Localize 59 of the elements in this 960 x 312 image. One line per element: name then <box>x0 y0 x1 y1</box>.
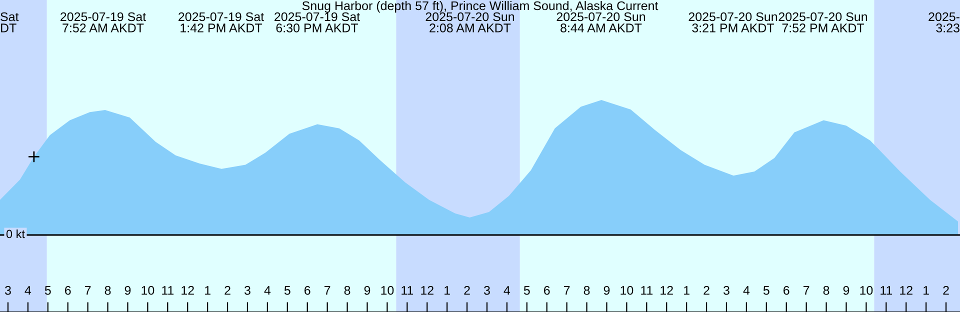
text: 2025-07-20 Sun 7:52 PM AKDT <box>778 12 868 32</box>
x-tick-label: 5 <box>44 286 51 295</box>
x-tick-label: 11 <box>402 286 414 295</box>
x-tick-label: 11 <box>880 286 892 295</box>
x-tick-label: 2 <box>943 286 949 295</box>
text: 2025-07-20 Sun 3:21 PM AKDT <box>688 12 778 32</box>
x-tick-label: 11 <box>162 286 174 295</box>
x-tick-label: 12 <box>421 286 434 295</box>
x-tick-label: 3 <box>484 286 490 295</box>
x-tick-label: 7 <box>803 286 810 295</box>
ref-line-label: 0 kt <box>6 229 25 238</box>
x-tick-label: 4 <box>743 286 750 295</box>
text: 2025-07-20 Sun 8:44 AM AKDT <box>556 12 646 32</box>
x-tick-label: 9 <box>364 286 370 295</box>
text: 2025-07-19 Sat 6:30 PM AKDT <box>274 12 360 32</box>
text: 2025-07-19 Sat 1:42 PM AKDT <box>178 12 264 32</box>
x-tick-label: 10 <box>620 286 634 295</box>
x-tick-label: 5 <box>763 286 770 295</box>
x-tick-label: 1 <box>205 286 210 295</box>
x-tick-label: 2 <box>704 286 710 295</box>
x-tick-label: 1 <box>444 286 450 295</box>
x-tick-label: 10 <box>381 286 394 295</box>
x-tick-label: 4 <box>504 286 510 295</box>
x-tick-label: 10 <box>860 286 873 295</box>
chart-title: Snug Harbor (depth 57 ft), Prince William Sound, Alaska Current <box>302 1 658 13</box>
x-tick-label: 3 <box>4 286 11 295</box>
x-tick-label: 5 <box>524 286 530 295</box>
x-tick-label: 6 <box>304 286 310 295</box>
x-tick-label: 9 <box>124 286 131 295</box>
x-tick-label: 8 <box>344 286 350 295</box>
text: Sat DT <box>0 12 19 32</box>
x-tick-label: 4 <box>24 286 32 295</box>
x-tick-label: 3 <box>723 286 730 295</box>
x-tick-label: 11 <box>641 286 653 295</box>
x-tick-label: 1 <box>924 286 929 295</box>
x-tick-label: 6 <box>544 286 550 295</box>
x-tick-label: 12 <box>182 286 194 295</box>
x-tick-label: 9 <box>843 286 850 295</box>
x-tick-label: 6 <box>65 286 71 295</box>
text: 2025- 3:23 <box>928 12 960 32</box>
text: 2025-07-19 Sat 7:52 AM AKDT <box>60 12 146 32</box>
x-tick-label: 7 <box>564 286 570 295</box>
x-tick-label: 5 <box>284 286 290 295</box>
x-tick-label: 4 <box>264 286 271 295</box>
x-tick-label: 9 <box>604 286 610 295</box>
x-tick-label: 2 <box>224 286 230 295</box>
x-tick-label: 2 <box>464 286 470 295</box>
x-tick-label: 12 <box>660 286 673 295</box>
x-tick-label: 6 <box>784 286 790 295</box>
x-tick-label: 1 <box>684 286 690 295</box>
x-tick-label: 12 <box>900 286 912 295</box>
x-tick-label: 8 <box>584 286 590 295</box>
x-tick-label: 7 <box>84 286 91 295</box>
text: 2025-07-20 Sun 2:08 AM AKDT <box>426 12 514 32</box>
x-tick-label: 8 <box>104 286 111 295</box>
x-tick-label: 10 <box>142 286 154 295</box>
x-tick-label: 7 <box>324 286 330 295</box>
x-tick-label: 3 <box>244 286 250 295</box>
x-tick-label: 8 <box>823 286 830 295</box>
